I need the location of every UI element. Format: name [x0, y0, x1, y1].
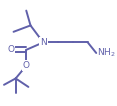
Text: O: O [23, 61, 30, 70]
Text: N: N [40, 38, 47, 47]
Text: O: O [7, 45, 14, 54]
Text: NH$_2$: NH$_2$ [97, 47, 116, 59]
